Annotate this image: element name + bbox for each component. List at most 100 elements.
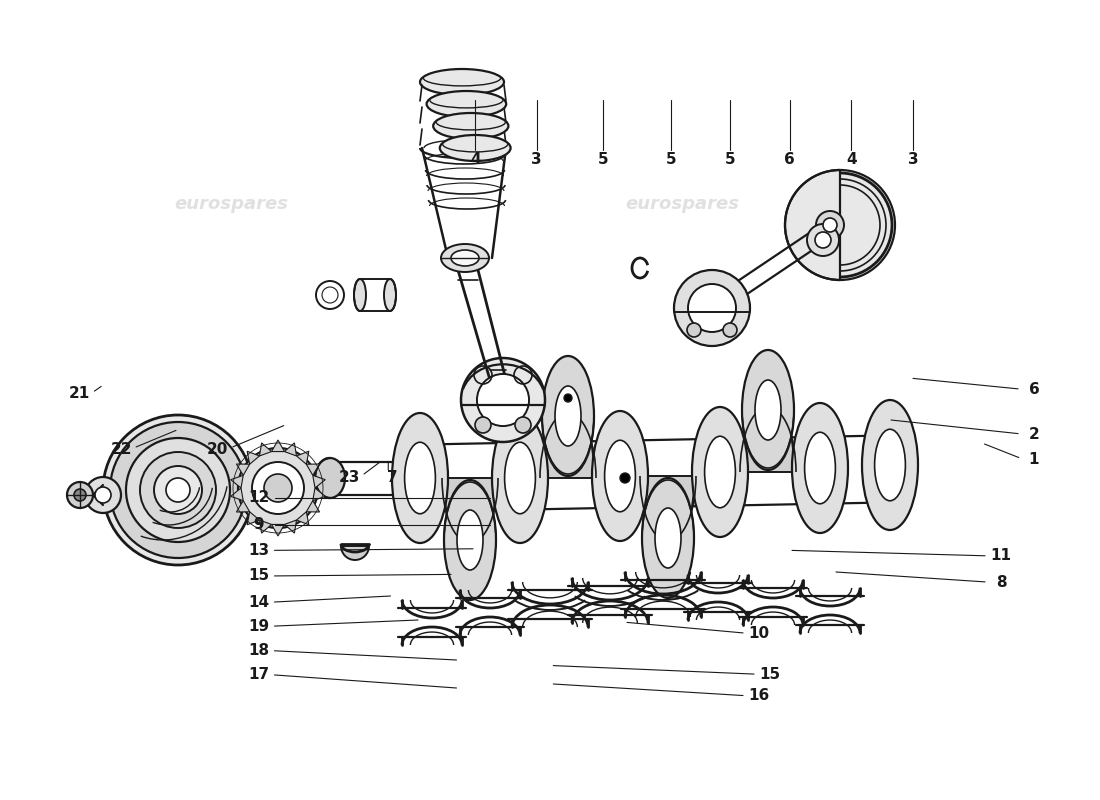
Ellipse shape [451, 250, 478, 266]
Ellipse shape [384, 279, 396, 311]
Polygon shape [236, 501, 250, 512]
Polygon shape [272, 525, 285, 536]
Polygon shape [231, 475, 243, 488]
Ellipse shape [874, 430, 905, 501]
Polygon shape [306, 501, 320, 512]
Ellipse shape [420, 69, 504, 95]
Ellipse shape [315, 458, 345, 498]
Circle shape [815, 232, 830, 248]
Text: 5: 5 [725, 153, 736, 167]
Text: 16: 16 [748, 689, 770, 703]
Circle shape [475, 417, 491, 433]
Text: 8: 8 [996, 575, 1006, 590]
Circle shape [620, 473, 630, 483]
Ellipse shape [542, 356, 594, 476]
Ellipse shape [392, 413, 448, 543]
Ellipse shape [654, 508, 681, 568]
Circle shape [564, 394, 572, 402]
Polygon shape [740, 410, 796, 472]
Circle shape [252, 462, 304, 514]
Polygon shape [285, 520, 297, 533]
Polygon shape [297, 451, 309, 464]
Circle shape [103, 415, 253, 565]
Text: 9: 9 [253, 518, 264, 532]
Text: 19: 19 [248, 619, 270, 634]
Text: 6: 6 [1028, 382, 1040, 397]
Text: 14: 14 [248, 595, 270, 610]
Circle shape [74, 489, 86, 501]
Ellipse shape [862, 400, 918, 530]
Text: 5: 5 [597, 153, 608, 167]
Polygon shape [285, 443, 297, 456]
Text: 2: 2 [1028, 427, 1040, 442]
Ellipse shape [605, 440, 636, 512]
Circle shape [477, 374, 529, 426]
Text: eurospares: eurospares [174, 483, 288, 501]
Ellipse shape [556, 386, 581, 446]
Text: eurospares: eurospares [625, 195, 739, 213]
Ellipse shape [354, 279, 366, 311]
Text: 17: 17 [248, 667, 270, 682]
Ellipse shape [692, 407, 748, 537]
Ellipse shape [804, 432, 835, 504]
Circle shape [688, 323, 701, 337]
Text: 22: 22 [110, 442, 132, 457]
Text: 12: 12 [248, 490, 270, 505]
Ellipse shape [592, 411, 648, 541]
Text: 13: 13 [248, 543, 270, 558]
Circle shape [166, 478, 190, 502]
Polygon shape [260, 443, 272, 456]
Polygon shape [540, 416, 596, 478]
Circle shape [110, 422, 246, 558]
Text: 23: 23 [339, 470, 361, 485]
Ellipse shape [755, 380, 781, 440]
Circle shape [140, 452, 216, 528]
Text: 3: 3 [908, 153, 918, 167]
Text: eurospares: eurospares [174, 195, 288, 213]
Ellipse shape [705, 436, 736, 508]
Ellipse shape [492, 413, 548, 543]
Polygon shape [231, 488, 243, 501]
Polygon shape [640, 476, 696, 538]
Ellipse shape [427, 91, 506, 117]
Polygon shape [306, 464, 320, 475]
Polygon shape [272, 440, 285, 451]
Text: 5: 5 [666, 153, 676, 167]
Circle shape [95, 487, 111, 503]
Polygon shape [312, 488, 326, 501]
Polygon shape [236, 464, 250, 475]
Text: 10: 10 [748, 626, 770, 641]
Text: 4: 4 [846, 153, 857, 167]
Ellipse shape [642, 478, 694, 598]
Circle shape [238, 448, 318, 528]
Polygon shape [260, 520, 272, 533]
Ellipse shape [792, 403, 848, 533]
Circle shape [85, 477, 121, 513]
Text: eurospares: eurospares [625, 483, 739, 501]
Circle shape [515, 417, 531, 433]
Circle shape [154, 466, 202, 514]
Polygon shape [442, 478, 498, 540]
Ellipse shape [785, 170, 895, 280]
Text: 6: 6 [784, 153, 795, 167]
Ellipse shape [444, 480, 496, 600]
Text: 3: 3 [531, 153, 542, 167]
Circle shape [723, 323, 737, 337]
Polygon shape [248, 451, 260, 464]
Text: 4: 4 [470, 153, 481, 167]
Circle shape [674, 270, 750, 346]
Ellipse shape [405, 442, 436, 514]
Ellipse shape [433, 113, 508, 139]
Text: 15: 15 [248, 569, 270, 583]
Ellipse shape [440, 135, 510, 161]
Polygon shape [248, 512, 260, 525]
Circle shape [807, 224, 839, 256]
Ellipse shape [456, 510, 483, 570]
Ellipse shape [742, 350, 794, 470]
Text: 18: 18 [248, 643, 270, 658]
Text: 1: 1 [1028, 453, 1040, 467]
Text: 20: 20 [207, 442, 229, 457]
Circle shape [461, 358, 544, 442]
Text: 11: 11 [990, 549, 1012, 563]
Text: 21: 21 [68, 386, 90, 401]
